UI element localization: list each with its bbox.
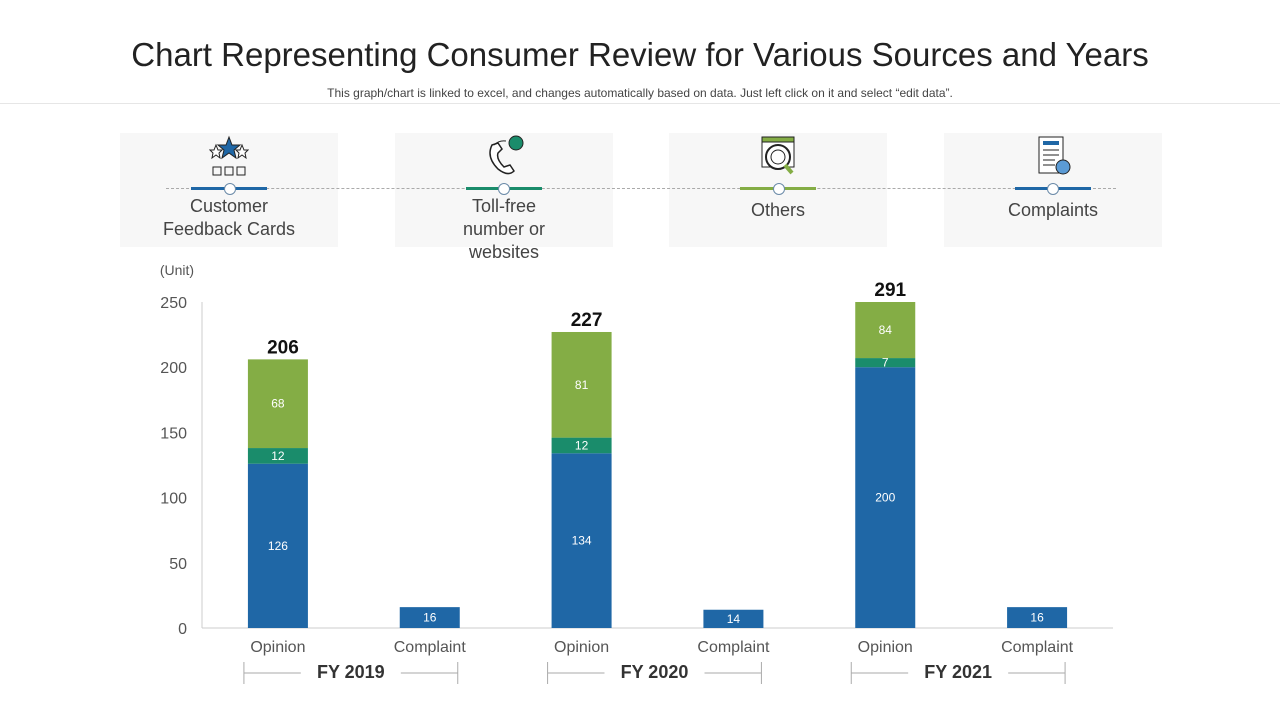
data-label: 200 (875, 491, 895, 505)
bar-segment (855, 367, 916, 628)
phone-call-icon (489, 135, 524, 175)
page-subtitle: This graph/chart is linked to excel, and… (327, 86, 953, 100)
data-label: 134 (572, 534, 592, 548)
data-label: 7 (882, 356, 889, 370)
bar-segment (551, 453, 612, 628)
bar-segment (551, 437, 612, 454)
bar-segment (399, 607, 460, 628)
x-tick-label: Complaint (1001, 639, 1074, 656)
timeline-dot (224, 183, 236, 195)
web-search-icon (761, 136, 795, 175)
y-tick-label: 50 (169, 556, 187, 573)
complaint-document-icon (1038, 136, 1071, 175)
total-label: 206 (267, 337, 299, 358)
legend-label: Customer Feedback Cards (162, 196, 296, 239)
bar-segment (703, 609, 764, 628)
timeline-dot (498, 183, 510, 195)
x-tick-label: Complaint (697, 639, 770, 656)
bar-segment (551, 331, 612, 438)
timeline-dashed-line (166, 188, 1116, 189)
page-title: Chart Representing Consumer Review for V… (131, 36, 1149, 73)
x-tick-label: Opinion (250, 639, 305, 656)
group-label: FY 2020 (621, 662, 689, 682)
data-label: 81 (575, 378, 589, 392)
total-label: 227 (571, 310, 603, 331)
stars-checkbox-icon (209, 135, 249, 176)
x-tick-label: Opinion (858, 639, 913, 656)
total-label: 291 (874, 280, 906, 301)
x-tick-label: Opinion (554, 639, 609, 656)
data-label: 16 (1030, 611, 1044, 625)
bar-segment (1007, 607, 1068, 628)
bar-segment (247, 463, 308, 628)
legend-label: Others (750, 200, 806, 220)
y-tick-label: 200 (160, 360, 187, 377)
y-tick-label: 0 (178, 621, 187, 638)
group-label: FY 2019 (317, 662, 385, 682)
data-label: 14 (727, 612, 741, 626)
data-label: 16 (423, 611, 437, 625)
legend-label: Toll-free number or websites (462, 196, 546, 262)
data-label: 126 (268, 539, 288, 553)
timeline-dot (1047, 183, 1059, 195)
data-label: 68 (271, 397, 285, 411)
y-tick-label: 150 (160, 425, 187, 442)
group-label: FY 2021 (924, 662, 992, 682)
bar-segment (855, 358, 916, 368)
bar-segment (855, 302, 916, 359)
data-label: 12 (271, 449, 285, 463)
legend-label: Complaints (1007, 200, 1099, 220)
bar-segment (247, 359, 308, 449)
divider (0, 103, 1280, 104)
bar-segment (247, 448, 308, 464)
y-axis-label: (Unit) (160, 262, 194, 278)
y-tick-label: 100 (160, 491, 187, 508)
x-tick-label: Complaint (394, 639, 467, 656)
data-label: 12 (575, 438, 589, 452)
data-label: 84 (879, 323, 893, 337)
timeline-dot (773, 183, 785, 195)
y-tick-label: 250 (160, 295, 187, 312)
